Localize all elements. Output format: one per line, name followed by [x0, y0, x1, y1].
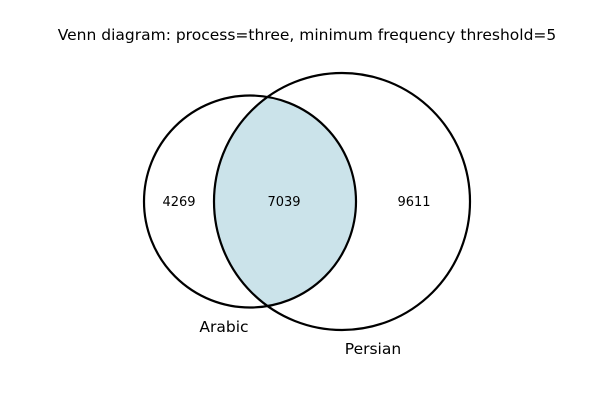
arabic-only-count: 4269 — [162, 195, 195, 210]
intersection-region — [214, 95, 356, 308]
arabic-circle — [142, 94, 358, 309]
intersection-count: 7039 — [267, 195, 300, 210]
persian-set-label: Persian — [345, 340, 401, 358]
persian-circle — [212, 71, 472, 332]
diagram-title: Venn diagram: process=three, minimum fre… — [58, 26, 557, 44]
arabic-set-label: Arabic — [199, 318, 248, 336]
persian-only-count: 9611 — [397, 195, 430, 210]
